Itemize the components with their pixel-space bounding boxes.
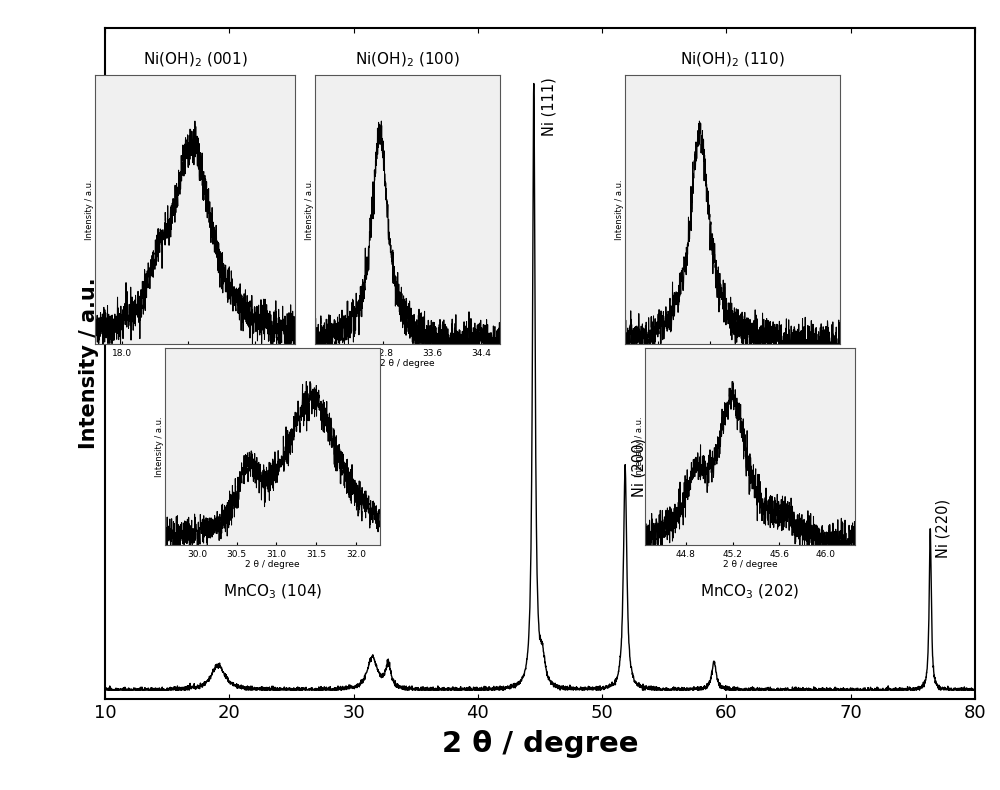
Text: Ni(OH)$_2$ (100): Ni(OH)$_2$ (100) — [355, 51, 460, 69]
X-axis label: 2 θ / degree: 2 θ / degree — [442, 730, 638, 758]
Y-axis label: Intensity / a.u.: Intensity / a.u. — [155, 416, 164, 476]
Text: MnCO$_3$ (202): MnCO$_3$ (202) — [700, 583, 800, 601]
Y-axis label: Intensity / a.u.: Intensity / a.u. — [79, 277, 99, 450]
Text: Ni(OH)$_2$ (001): Ni(OH)$_2$ (001) — [143, 51, 247, 69]
X-axis label: 2 θ / degree: 2 θ / degree — [245, 560, 300, 570]
X-axis label: 2 θ / degree: 2 θ / degree — [723, 560, 777, 570]
Y-axis label: Intensity / a.u.: Intensity / a.u. — [635, 416, 644, 476]
Y-axis label: Intensity / a.u.: Intensity / a.u. — [615, 179, 624, 239]
X-axis label: 2 θ / degree: 2 θ / degree — [380, 359, 435, 368]
Y-axis label: Intensity / a.u.: Intensity / a.u. — [85, 179, 94, 239]
X-axis label: 2 θ / degree: 2 θ / degree — [705, 359, 760, 368]
X-axis label: 2 θ / degree: 2 θ / degree — [168, 359, 222, 368]
Text: Ni (200): Ni (200) — [631, 438, 646, 498]
Text: Ni (111): Ni (111) — [541, 77, 556, 136]
Y-axis label: Intensity / a.u.: Intensity / a.u. — [305, 179, 314, 239]
Text: Ni(OH)$_2$ (110): Ni(OH)$_2$ (110) — [680, 51, 785, 69]
Text: Ni (220): Ni (220) — [935, 498, 950, 558]
Text: MnCO$_3$ (104): MnCO$_3$ (104) — [223, 583, 322, 601]
